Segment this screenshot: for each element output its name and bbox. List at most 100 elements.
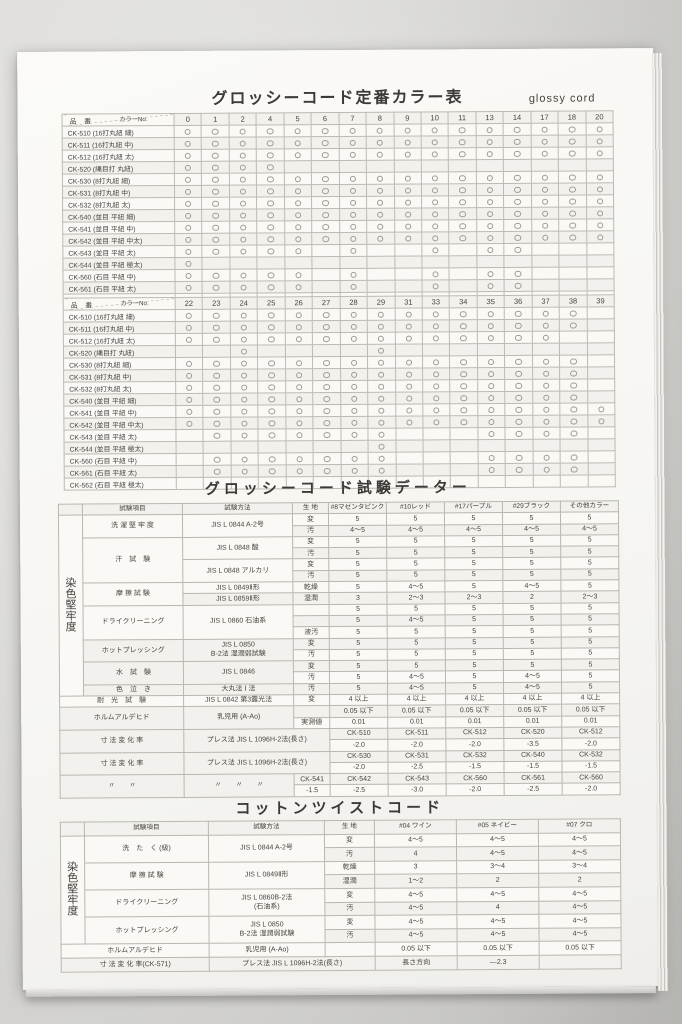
availability-cell: [175, 405, 204, 418]
available-circle-icon: [186, 384, 193, 392]
color-number-header: 33: [422, 295, 450, 308]
availability-cell: [285, 404, 314, 417]
availability-cell: [339, 256, 368, 269]
available-circle-icon: [487, 222, 494, 230]
test-cell: 汚: [292, 570, 329, 582]
availability-cell: [558, 230, 587, 244]
column-header: #05 ネイビー: [456, 819, 539, 834]
availability-cell: [450, 379, 478, 392]
availability-cell: [393, 171, 422, 185]
available-circle-icon: [541, 210, 549, 217]
availability-cell: [476, 231, 505, 244]
availability-cell: [340, 464, 369, 477]
availability-cell: [175, 393, 204, 406]
availability-cell: [503, 207, 532, 220]
available-circle-icon: [597, 406, 605, 413]
availability-cell: [586, 318, 615, 331]
available-circle-icon: [568, 138, 576, 145]
column-header: #07 クロ: [538, 818, 621, 833]
availability-cell: [449, 307, 478, 320]
product-code-cell: CK-561 (石目 平紐 太): [64, 465, 177, 479]
availability-cell: [559, 278, 587, 292]
availability-cell: [503, 231, 532, 244]
availability-cell: [285, 416, 314, 429]
test-cell: 5: [561, 658, 620, 671]
test-cell: 5: [503, 602, 562, 615]
availability-cell: [174, 197, 203, 210]
test-cell: -1.5: [561, 760, 621, 773]
color-number-header: 6: [311, 112, 339, 125]
available-circle-icon: [543, 406, 550, 413]
available-circle-icon: [350, 383, 358, 391]
available-circle-icon: [432, 199, 439, 206]
availability-cell: [477, 343, 505, 356]
availability-cell: [285, 320, 313, 333]
color-availability-table: 品 番カラーNo. 0 1 2 4 5 6 7 8 9 10 11 13 14 17 18 20 CK-510 (…: [61, 110, 615, 307]
product-code-cell: CK-541 (並目 平紐 中): [62, 221, 175, 235]
color-number-header: 26: [284, 296, 313, 309]
test-cell: 1〜2: [374, 874, 457, 889]
availability-cell: [256, 172, 285, 185]
available-circle-icon: [239, 152, 247, 159]
test-cell: 4〜5: [374, 833, 457, 848]
test-cell: 5: [329, 671, 388, 684]
available-circle-icon: [543, 466, 550, 473]
availability-cell: [367, 404, 396, 417]
test-cell: JIS L 0850 B-2法 湿潤弱試験: [208, 915, 326, 944]
available-circle-icon: [239, 176, 247, 183]
availability-cell: [284, 256, 313, 269]
availability-cell: [450, 391, 478, 404]
availability-cell: [203, 405, 231, 418]
available-circle-icon: [515, 454, 523, 462]
availability-cell: [421, 159, 449, 172]
availability-cell: [587, 354, 615, 367]
test-cell: 湿潤: [324, 874, 375, 889]
availability-cell: [368, 464, 396, 477]
available-circle-icon: [296, 408, 303, 415]
availability-cell: [422, 439, 451, 452]
available-circle-icon: [487, 370, 495, 378]
test-cell: 0.05 以下: [329, 705, 388, 718]
available-circle-icon: [322, 187, 329, 195]
availability-cell: [175, 357, 204, 370]
availability-cell: [340, 356, 368, 369]
column-header: #04 ワイン: [374, 819, 457, 834]
available-circle-icon: [239, 140, 247, 147]
test-cell: 5: [386, 547, 445, 559]
available-circle-icon: [267, 152, 274, 159]
test-cell: CK-542: [330, 773, 389, 785]
availability-cell: [339, 268, 368, 281]
test-cell: JIS L 0860B-2法 (石油系): [208, 888, 325, 917]
test-cell: 5: [445, 670, 504, 683]
available-circle-icon: [241, 456, 248, 463]
available-circle-icon: [349, 127, 356, 135]
test-cell: CK-512: [561, 726, 620, 739]
test-cell: 大丸法 Ⅰ 法: [183, 683, 294, 696]
test-cell: 0.05 以下: [387, 705, 446, 717]
availability-cell: [367, 280, 395, 293]
available-circle-icon: [404, 139, 411, 146]
availability-cell: [477, 391, 506, 404]
test-cell: 耐 光 試 験: [59, 695, 184, 708]
test-cell: 4〜5: [386, 580, 445, 593]
available-circle-icon: [296, 432, 303, 439]
availability-cell: [285, 344, 313, 357]
availability-cell: [176, 441, 204, 454]
test-cell: 5: [444, 512, 503, 525]
availability-cell: [229, 220, 258, 234]
availability-cell: [312, 268, 340, 281]
test-cell: -1.5: [503, 760, 563, 773]
available-circle-icon: [488, 430, 495, 438]
available-circle-icon: [596, 210, 604, 217]
available-circle-icon: [212, 212, 220, 219]
available-circle-icon: [295, 284, 302, 291]
available-circle-icon: [185, 248, 192, 256]
availability-cell: [532, 367, 560, 380]
test-cell: CK-532: [445, 750, 504, 762]
available-circle-icon: [459, 139, 466, 146]
availability-cell: [558, 182, 587, 196]
availability-cell: [395, 391, 423, 405]
available-circle-icon: [432, 271, 439, 278]
availability-cell: [393, 123, 422, 137]
availability-cell: [476, 207, 504, 220]
